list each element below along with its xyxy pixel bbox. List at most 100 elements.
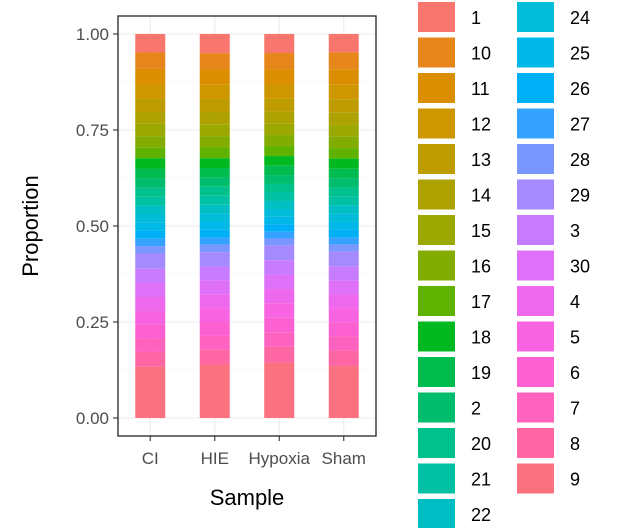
legend-key-19 (418, 357, 455, 387)
bar-segment-ci-1 (135, 34, 166, 53)
bar-segment-hie-16 (199, 136, 230, 148)
legend-label-15: 15 (471, 221, 491, 241)
legend-key-24 (517, 2, 554, 32)
bar-segment-ci-25 (135, 222, 166, 231)
bar-segment-hypoxia-8 (264, 346, 295, 363)
bar-segment-ci-22 (135, 205, 166, 215)
bar-segment-hypoxia-25 (264, 216, 295, 225)
bar-segment-hie-12 (199, 84, 230, 99)
bar-segment-hie-19 (199, 167, 230, 178)
y-axis: 0.00 0.25 0.50 0.75 1.00 (76, 25, 118, 428)
bar-segment-ci-19 (135, 168, 166, 179)
legend: 1 10 11 12 13 14 15 16 17 18 19 2 20 21 22 24 25 26 27 28 29… (418, 2, 590, 528)
bar-segment-ci-11 (135, 68, 166, 85)
bar-segment-sham-17 (328, 148, 359, 159)
bar-segment-ci-29 (135, 253, 166, 269)
bar-segment-hypoxia-7 (264, 332, 295, 347)
legend-key-25 (517, 37, 554, 68)
bar-segment-hie-2 (199, 177, 230, 187)
bar-segment-hie-28 (199, 244, 230, 253)
bar-segment-hypoxia-22 (264, 200, 295, 210)
y-axis-title: Proportion (18, 175, 43, 277)
legend-label-18: 18 (471, 328, 491, 348)
bar-segment-hypoxia-1 (264, 34, 295, 53)
legend-key-10 (418, 37, 455, 68)
legend-key-21 (418, 463, 455, 494)
legend-key-27 (517, 108, 554, 139)
legend-key-17 (418, 286, 455, 316)
bar-segment-hypoxia-16 (264, 135, 295, 146)
bar-segment-ci-18 (135, 158, 166, 169)
bar-segment-sham-15 (328, 124, 359, 137)
bar-segment-hypoxia-20 (264, 183, 295, 193)
bar-segment-ci-7 (135, 338, 166, 352)
bar-segment-sham-8 (328, 350, 359, 367)
legend-label-4: 4 (570, 292, 580, 312)
legend-label-8: 8 (570, 434, 580, 454)
legend-key-1 (418, 2, 455, 32)
legend-key-22 (418, 499, 455, 528)
bar-segment-hie-7 (199, 335, 230, 350)
legend-key-30 (517, 250, 554, 281)
bar-segment-sham-25 (328, 221, 359, 230)
bar-segment-hie-18 (199, 158, 230, 168)
bar-segment-sham-27 (328, 237, 359, 245)
bar-segment-ci-5 (135, 310, 166, 325)
x-tick-label: Sham (322, 449, 366, 468)
x-tick-label: Hypoxia (249, 449, 311, 468)
y-tick-label: 0.25 (76, 313, 109, 332)
bar-segment-hie-6 (199, 322, 230, 336)
x-tick-label: CI (142, 449, 159, 468)
bar-segment-hypoxia-3 (264, 260, 295, 275)
x-axis-title: Sample (210, 485, 285, 510)
legend-label-1: 1 (471, 8, 481, 28)
bar-segment-hie-21 (199, 195, 230, 205)
y-tick-label: 0.50 (76, 217, 109, 236)
bar-segment-hypoxia-27 (264, 231, 295, 239)
bar-segment-sham-5 (328, 308, 359, 323)
bar-segment-hypoxia-2 (264, 175, 295, 184)
bar-segment-ci-13 (135, 98, 166, 112)
bar-segment-sham-12 (328, 84, 359, 100)
bar-segment-sham-4 (328, 294, 359, 309)
bar-segment-sham-26 (328, 229, 359, 238)
bar-segment-ci-3 (135, 268, 166, 284)
bar-segment-sham-11 (328, 69, 359, 85)
bar-segment-hypoxia-9 (264, 362, 295, 418)
bar-segment-ci-2 (135, 178, 166, 188)
legend-label-16: 16 (471, 257, 491, 277)
bar-segment-hypoxia-18 (264, 156, 295, 166)
bar-segment-hie-14 (199, 112, 230, 125)
bar-segment-ci-14 (135, 111, 166, 124)
bar-segment-sham-6 (328, 322, 359, 337)
legend-key-28 (517, 144, 554, 174)
bar-segment-hypoxia-26 (264, 224, 295, 232)
legend-key-9 (517, 463, 554, 494)
bar-segment-ci-12 (135, 84, 166, 99)
bar-segment-ci-27 (135, 238, 166, 247)
legend-key-26 (517, 73, 554, 103)
legend-label-3: 3 (570, 221, 580, 241)
bar-segment-sham-3 (328, 266, 359, 281)
bar-segment-ci-9 (135, 366, 166, 418)
bar-segment-ci-26 (135, 230, 166, 239)
bar-segment-hypoxia-14 (264, 111, 295, 124)
bar-segment-hypoxia-5 (264, 303, 295, 318)
bar-segment-hie-10 (199, 53, 230, 70)
legend-key-5 (517, 321, 554, 352)
bar-segment-hie-4 (199, 294, 230, 309)
legend-label-11: 11 (471, 79, 490, 99)
legend-label-14: 14 (471, 186, 491, 206)
bar-segment-sham-21 (328, 196, 359, 206)
legend-label-17: 17 (471, 292, 491, 312)
legend-label-2: 2 (471, 399, 481, 419)
bar-segment-ci-8 (135, 351, 166, 367)
bar-segment-sham-22 (328, 205, 359, 214)
bar-segment-hie-17 (199, 147, 230, 159)
bar-segment-hypoxia-15 (264, 123, 295, 136)
legend-label-27: 27 (570, 115, 590, 135)
bar-segment-ci-4 (135, 296, 166, 311)
bar-segment-ci-24 (135, 214, 166, 223)
bar-segment-sham-9 (328, 366, 359, 418)
legend-label-9: 9 (570, 470, 580, 490)
